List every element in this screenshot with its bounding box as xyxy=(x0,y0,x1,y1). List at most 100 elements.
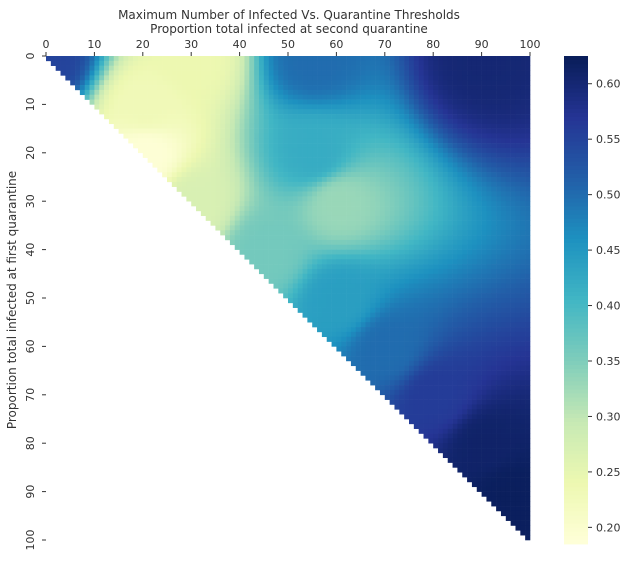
heatmap-cell xyxy=(370,356,376,362)
heatmap-cell xyxy=(486,220,492,226)
heatmap-cell xyxy=(438,220,444,226)
heatmap-cell xyxy=(428,196,434,202)
heatmap-cell xyxy=(283,172,289,178)
heatmap-cell xyxy=(244,56,250,62)
heatmap-cell xyxy=(442,360,449,367)
heatmap-cell xyxy=(162,152,168,158)
heatmap-cell xyxy=(292,298,298,304)
heatmap-cell xyxy=(137,56,144,62)
heatmap-cell xyxy=(370,293,376,299)
heatmap-cell xyxy=(60,70,66,76)
heatmap-cell xyxy=(234,201,240,207)
heatmap-cell xyxy=(104,60,110,66)
heatmap-cell xyxy=(200,152,207,158)
heatmap-cell xyxy=(350,138,357,144)
heatmap-cell xyxy=(496,118,502,125)
heatmap-cell xyxy=(79,89,86,96)
heatmap-cell xyxy=(278,278,284,284)
heatmap-cell xyxy=(520,428,526,434)
heatmap-cell xyxy=(520,380,526,386)
heatmap-cell xyxy=(413,56,419,62)
heatmap-cell xyxy=(471,56,478,62)
heatmap-cell xyxy=(157,94,163,100)
heatmap-cell xyxy=(399,385,405,391)
heatmap-cell xyxy=(486,167,492,173)
heatmap-cell xyxy=(481,196,487,202)
heatmap-cell xyxy=(500,254,507,260)
heatmap-cell xyxy=(384,70,390,76)
heatmap-cell xyxy=(133,118,139,125)
heatmap-cell xyxy=(263,215,269,221)
heatmap-cell xyxy=(515,60,521,66)
heatmap-cell xyxy=(413,327,419,333)
heatmap-cell xyxy=(413,278,419,284)
heatmap-cell xyxy=(317,302,323,308)
heatmap-cell xyxy=(404,298,410,304)
heatmap-cell xyxy=(389,346,395,352)
heatmap-cell xyxy=(515,264,521,270)
heatmap-cell xyxy=(225,89,231,96)
heatmap-cell xyxy=(428,370,434,376)
heatmap-cell xyxy=(220,75,226,81)
heatmap-cell xyxy=(307,201,313,207)
heatmap-cell xyxy=(394,327,400,333)
heatmap-cell xyxy=(142,89,148,96)
heatmap-cell xyxy=(428,404,434,410)
heatmap-cell xyxy=(496,356,502,362)
heatmap-cell xyxy=(428,56,434,62)
heatmap-cell xyxy=(413,60,419,66)
heatmap-cell xyxy=(452,254,458,260)
heatmap-cell xyxy=(249,114,255,120)
heatmap-cell xyxy=(379,307,386,313)
heatmap-cell xyxy=(229,89,236,96)
heatmap-cell xyxy=(496,94,502,100)
heatmap-cell xyxy=(491,443,497,449)
heatmap-cell xyxy=(462,89,468,96)
heatmap-cell xyxy=(389,288,395,294)
heatmap-cell xyxy=(50,56,56,62)
heatmap-cell xyxy=(360,244,366,250)
heatmap-cell xyxy=(467,462,473,468)
heatmap-cell xyxy=(467,283,473,289)
heatmap-cell xyxy=(520,331,526,338)
heatmap-cell xyxy=(525,254,531,260)
heatmap-cell xyxy=(399,60,405,66)
heatmap-cell xyxy=(370,331,376,338)
heatmap-cell xyxy=(379,244,386,250)
heatmap-cell xyxy=(312,239,318,246)
heatmap-cell xyxy=(428,360,434,367)
heatmap-cell xyxy=(297,293,303,299)
heatmap-cell xyxy=(500,123,507,129)
heatmap-cell xyxy=(394,215,400,221)
heatmap-cell xyxy=(447,118,453,125)
heatmap-cell xyxy=(355,210,361,217)
heatmap-cell xyxy=(486,172,492,178)
heatmap-cell xyxy=(341,177,347,183)
heatmap-cell xyxy=(505,191,511,197)
heatmap-cell xyxy=(268,152,274,158)
heatmap-cell xyxy=(500,414,507,420)
heatmap-cell xyxy=(365,244,371,250)
heatmap-cell xyxy=(433,235,439,241)
heatmap-cell xyxy=(486,288,492,294)
heatmap-cell xyxy=(229,201,236,207)
heatmap-cell xyxy=(239,172,245,178)
heatmap-cell xyxy=(283,259,289,265)
heatmap-cell xyxy=(384,331,390,338)
heatmap-cell xyxy=(491,99,497,105)
heatmap-cell xyxy=(142,123,148,129)
heatmap-cell xyxy=(476,312,482,318)
heatmap-cell xyxy=(297,128,303,134)
heatmap-cell xyxy=(84,94,90,100)
heatmap-cell xyxy=(205,99,211,105)
heatmap-cell xyxy=(515,167,521,173)
heatmap-cell xyxy=(375,186,381,192)
heatmap-cell xyxy=(447,109,453,115)
heatmap-cell xyxy=(486,65,492,71)
heatmap-cell xyxy=(525,307,531,313)
heatmap-cell xyxy=(418,268,424,275)
heatmap-cell xyxy=(331,283,337,289)
heatmap-cell xyxy=(442,244,449,250)
heatmap-cell xyxy=(438,172,444,178)
heatmap-cell xyxy=(268,167,274,173)
